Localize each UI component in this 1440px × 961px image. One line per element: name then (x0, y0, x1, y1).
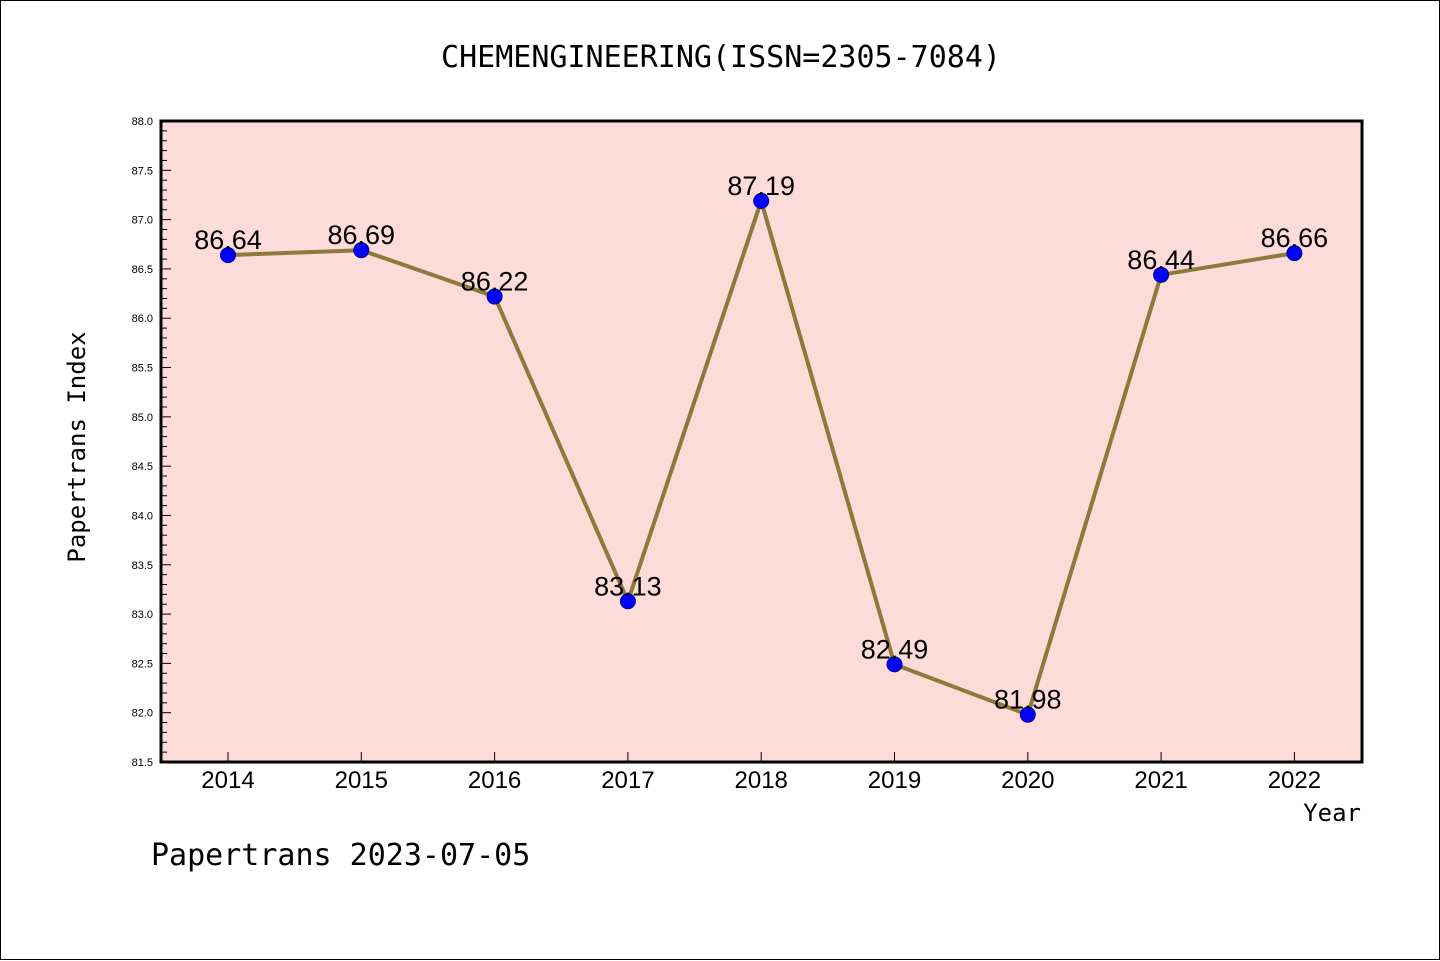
data-point (886, 656, 903, 673)
x-tick-label: 2016 (468, 767, 521, 794)
x-tick-label: 2020 (1001, 767, 1054, 794)
y-tick-label: 87.0 (132, 215, 153, 227)
x-tick-label: 2022 (1268, 767, 1321, 794)
data-label: 87.19 (727, 171, 795, 201)
y-tick-label: 86.0 (132, 313, 153, 325)
x-tick-label: 2019 (868, 767, 921, 794)
footer-text: Papertrans 2023-07-05 (151, 838, 530, 873)
data-point (486, 288, 503, 305)
data-point (1286, 245, 1303, 262)
y-tick-label: 82.5 (132, 658, 153, 670)
x-axis-label: Year (1303, 799, 1361, 827)
y-tick-label: 86.5 (132, 264, 153, 276)
y-tick-label: 83.0 (132, 609, 153, 621)
y-axis: 81.5 82.0 82.5 83.0 83.5 84.0 84.5 85.0 85.5 86.0… (132, 116, 171, 769)
x-tick-label: 2017 (601, 767, 654, 794)
data-point (1019, 706, 1036, 723)
y-tick-label: 85.0 (132, 412, 153, 424)
data-point (353, 242, 370, 259)
series-group (220, 192, 1303, 723)
y-axis-label: Papertrans Index (63, 331, 91, 562)
y-tick-label: 84.0 (132, 510, 153, 522)
data-point (1153, 266, 1170, 283)
y-tick-label: 88.0 (132, 116, 153, 128)
data-point (753, 192, 770, 209)
data-point (619, 593, 636, 610)
x-tick-label: 2015 (335, 767, 388, 794)
data-label: 86.44 (1127, 245, 1195, 275)
data-point (220, 247, 236, 264)
y-tick-label: 87.5 (132, 165, 153, 177)
x-tick-label: 2021 (1134, 767, 1187, 794)
y-tick-label: 81.5 (132, 757, 153, 769)
data-label: 83.13 (594, 571, 662, 601)
y-tick-label: 85.5 (132, 363, 153, 375)
data-label: 81.98 (994, 685, 1062, 715)
data-labels: 86.64 86.69 86.22 83.13 87.19 82.49 81.98 86.44… (194, 171, 1328, 715)
y-tick-label: 84.5 (132, 461, 153, 473)
x-axis: 2014 2015 2016 2017 2018 2019 2020 2021 2022 (201, 752, 1321, 794)
data-label: 86.22 (461, 267, 529, 297)
y-tick-label: 82.0 (132, 708, 153, 720)
data-label: 86.66 (1261, 223, 1329, 253)
x-tick-label: 2014 (201, 767, 254, 794)
data-label: 86.69 (328, 220, 396, 250)
plot-area (159, 119, 1364, 764)
data-label: 82.49 (861, 634, 929, 664)
data-label: 86.64 (194, 225, 262, 255)
x-tick-label: 2018 (735, 767, 788, 794)
y-tick-label: 83.5 (132, 560, 153, 572)
chart-title: CHEMENGINEERING(ISSN=2305-7084) (441, 40, 1001, 75)
